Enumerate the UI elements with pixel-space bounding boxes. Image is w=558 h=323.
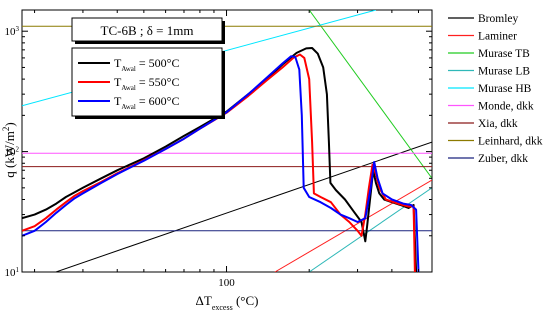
y-tick-label: 101 xyxy=(5,266,20,279)
axis-ticks: 101 102 103 100 xyxy=(5,10,432,289)
outer-legend-label: Leinhard, dkk xyxy=(478,136,543,148)
outer-legend-label: Laminer xyxy=(478,31,517,43)
data-series xyxy=(22,47,420,272)
y-tick-label: 103 xyxy=(5,25,20,38)
series-line-3 xyxy=(22,55,420,272)
correlation-line-bromley xyxy=(54,141,432,272)
inner-legend-label: TAwal = 550°C xyxy=(114,75,179,92)
outer-legend-label: Murase TB xyxy=(478,48,530,60)
y-tick-label: 102 xyxy=(5,146,20,159)
outer-legend-label: Murase HB xyxy=(478,83,532,95)
x-tick-label: 100 xyxy=(218,277,235,289)
series-line-1 xyxy=(22,47,418,272)
title-box-text: TC-6B ; δ = 1mm xyxy=(101,23,194,38)
inner-legend-label: TAwal = 500°C xyxy=(114,56,179,73)
inner-legend: TAwal = 500°C TAwal = 550°C TAwal = 600°C xyxy=(71,47,225,119)
x-axis-label: ΔTexcess (°C) xyxy=(196,293,259,312)
correlation-line-murase-tb xyxy=(308,10,432,179)
series-line-2 xyxy=(22,53,416,272)
outer-legend-label: Bromley xyxy=(478,13,518,25)
inner-legend-label: TAwal = 600°C xyxy=(114,94,179,111)
correlation-line-murase-lb xyxy=(308,187,432,272)
outer-legend-label: Murase LB xyxy=(478,66,530,78)
outer-legend-label: Xia, dkk xyxy=(478,118,518,130)
y-axis-label: q (kW/m2) xyxy=(1,122,17,177)
outer-legend-label: Monde, dkk xyxy=(478,101,534,113)
outer-legend-label: Zuber, dkk xyxy=(478,153,528,165)
title-box xyxy=(71,17,223,42)
outer-legend: Bromley Laminer Murase TB Murase LB Murase H… xyxy=(448,13,543,165)
